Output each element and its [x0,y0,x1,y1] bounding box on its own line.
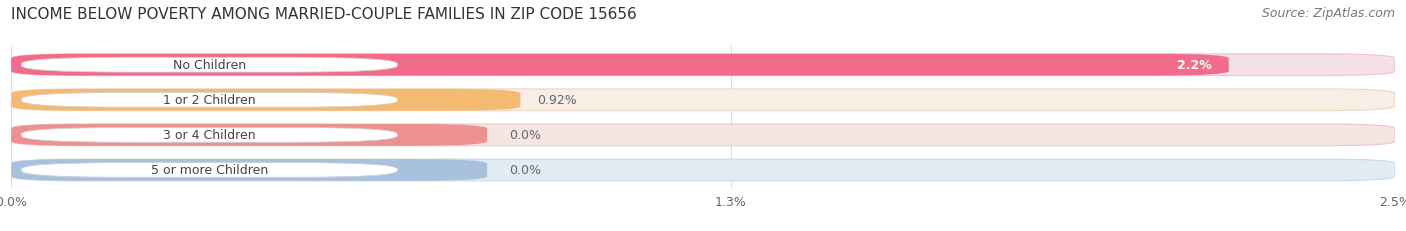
FancyBboxPatch shape [11,125,1395,146]
FancyBboxPatch shape [21,163,398,178]
Text: 2.2%: 2.2% [1177,59,1212,72]
Text: 0.0%: 0.0% [509,164,541,177]
FancyBboxPatch shape [21,93,398,108]
Text: 3 or 4 Children: 3 or 4 Children [163,129,256,142]
FancyBboxPatch shape [11,55,1229,76]
Text: 5 or more Children: 5 or more Children [150,164,269,177]
FancyBboxPatch shape [11,90,1395,111]
Text: INCOME BELOW POVERTY AMONG MARRIED-COUPLE FAMILIES IN ZIP CODE 15656: INCOME BELOW POVERTY AMONG MARRIED-COUPL… [11,7,637,22]
Text: 0.92%: 0.92% [537,94,576,107]
FancyBboxPatch shape [11,90,520,111]
Text: Source: ZipAtlas.com: Source: ZipAtlas.com [1261,7,1395,20]
FancyBboxPatch shape [11,55,1395,76]
FancyBboxPatch shape [11,159,486,181]
Text: 0.0%: 0.0% [509,129,541,142]
FancyBboxPatch shape [11,125,486,146]
Text: 1 or 2 Children: 1 or 2 Children [163,94,256,107]
FancyBboxPatch shape [21,128,398,143]
Text: No Children: No Children [173,59,246,72]
FancyBboxPatch shape [21,58,398,73]
FancyBboxPatch shape [11,159,1395,181]
